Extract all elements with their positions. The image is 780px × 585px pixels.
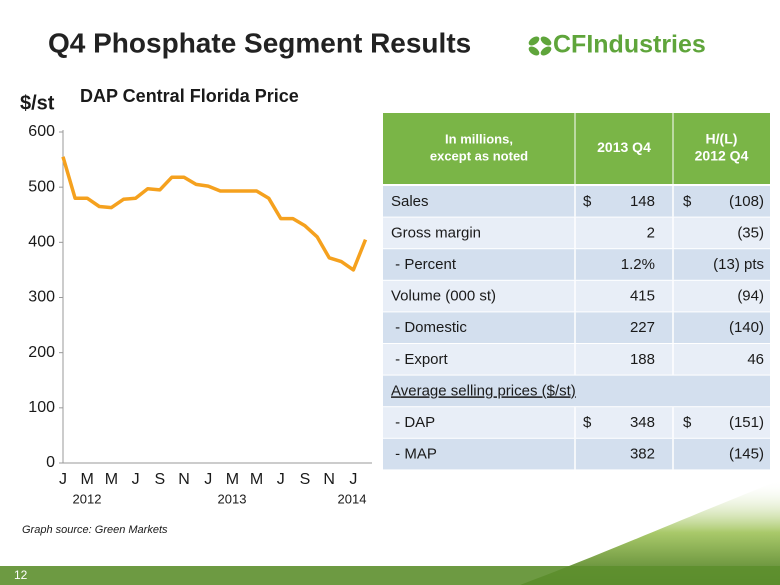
y-axis-label: $/st xyxy=(20,92,55,114)
table-row-label: - DAP xyxy=(391,414,435,431)
x-year-label: 2012 xyxy=(73,491,102,506)
table-currency: $ xyxy=(683,414,692,431)
y-tick-label: 500 xyxy=(28,178,55,195)
table-header: H/(L) xyxy=(706,131,738,147)
grass-decoration xyxy=(520,480,780,585)
table-value: (94) xyxy=(737,288,764,305)
x-tick-label: M xyxy=(250,471,263,488)
y-tick-label: 600 xyxy=(28,123,55,140)
x-tick-label: M xyxy=(105,471,118,488)
logo: CFIndustries xyxy=(528,31,706,59)
table-row-bg xyxy=(383,217,770,249)
table-value: (108) xyxy=(729,193,764,210)
x-tick-label: J xyxy=(132,471,140,488)
chart-source: Graph source: Green Markets xyxy=(22,524,168,536)
slide-title: Q4 Phosphate Segment Results xyxy=(48,27,471,58)
x-tick-label: S xyxy=(154,471,165,488)
table-value: (35) xyxy=(737,224,764,241)
table-header: In millions, xyxy=(445,131,513,146)
table-row-bg xyxy=(383,280,770,312)
y-tick-label: 0 xyxy=(46,454,55,471)
x-tick-label: J xyxy=(349,471,357,488)
table-header-bg xyxy=(383,113,770,184)
table-currency: $ xyxy=(683,193,692,210)
table-value: 382 xyxy=(630,446,655,463)
table-row-bg xyxy=(383,249,770,280)
table-row-bg xyxy=(383,186,770,217)
y-tick-label: 200 xyxy=(28,344,55,361)
table-value: 348 xyxy=(630,414,655,431)
x-tick-label: J xyxy=(204,471,212,488)
x-tick-label: J xyxy=(59,471,67,488)
logo-leaf xyxy=(528,36,552,56)
table-row-bg xyxy=(383,407,770,438)
table-value: 415 xyxy=(630,288,655,305)
x-tick-label: J xyxy=(277,471,285,488)
table-value: 227 xyxy=(630,319,655,336)
x-tick-label: N xyxy=(323,471,335,488)
table-row-label: - Percent xyxy=(391,256,457,273)
table-row-label: - Export xyxy=(391,351,449,368)
table-row-label: Volume (000 st) xyxy=(391,288,496,305)
table-row-bg xyxy=(383,438,770,470)
table-row-label: - MAP xyxy=(391,446,437,463)
y-tick-label: 400 xyxy=(28,234,55,251)
table-row-bg xyxy=(383,312,770,343)
y-tick-label: 100 xyxy=(28,399,55,416)
page-number: 12 xyxy=(14,568,28,582)
table-row-label: Gross margin xyxy=(391,224,481,241)
table-currency: $ xyxy=(583,193,592,210)
table-header: 2012 Q4 xyxy=(695,148,749,164)
table-value: 188 xyxy=(630,351,655,368)
x-year-label: 2014 xyxy=(338,491,367,506)
table-value: (145) xyxy=(729,446,764,463)
table-header: except as noted xyxy=(430,148,528,163)
table-value: 148 xyxy=(630,193,655,210)
logo-text: CFIndustries xyxy=(553,31,706,59)
table-value: (13) pts xyxy=(713,256,764,273)
table-value: 2 xyxy=(647,224,655,241)
x-tick-label: S xyxy=(300,471,311,488)
table-value: (151) xyxy=(729,414,764,431)
table-value: 1.2% xyxy=(621,256,655,273)
table-section-label: Average selling prices ($/st) xyxy=(391,382,576,399)
table-currency: $ xyxy=(583,414,592,431)
x-tick-label: N xyxy=(178,471,190,488)
table-header: 2013 Q4 xyxy=(597,139,651,155)
chart-title: DAP Central Florida Price xyxy=(80,86,299,106)
table-value: (140) xyxy=(729,319,764,336)
table-row-bg xyxy=(383,344,770,375)
table-row-label: - Domestic xyxy=(391,319,467,336)
table-row-bg xyxy=(383,375,770,407)
footer-bar xyxy=(0,566,780,585)
x-tick-label: M xyxy=(226,471,239,488)
x-tick-label: M xyxy=(81,471,94,488)
y-tick-label: 300 xyxy=(28,289,55,306)
table-value: 46 xyxy=(747,351,764,368)
table-row-label: Sales xyxy=(391,193,429,210)
x-year-label: 2013 xyxy=(218,491,247,506)
price-line xyxy=(61,156,368,272)
